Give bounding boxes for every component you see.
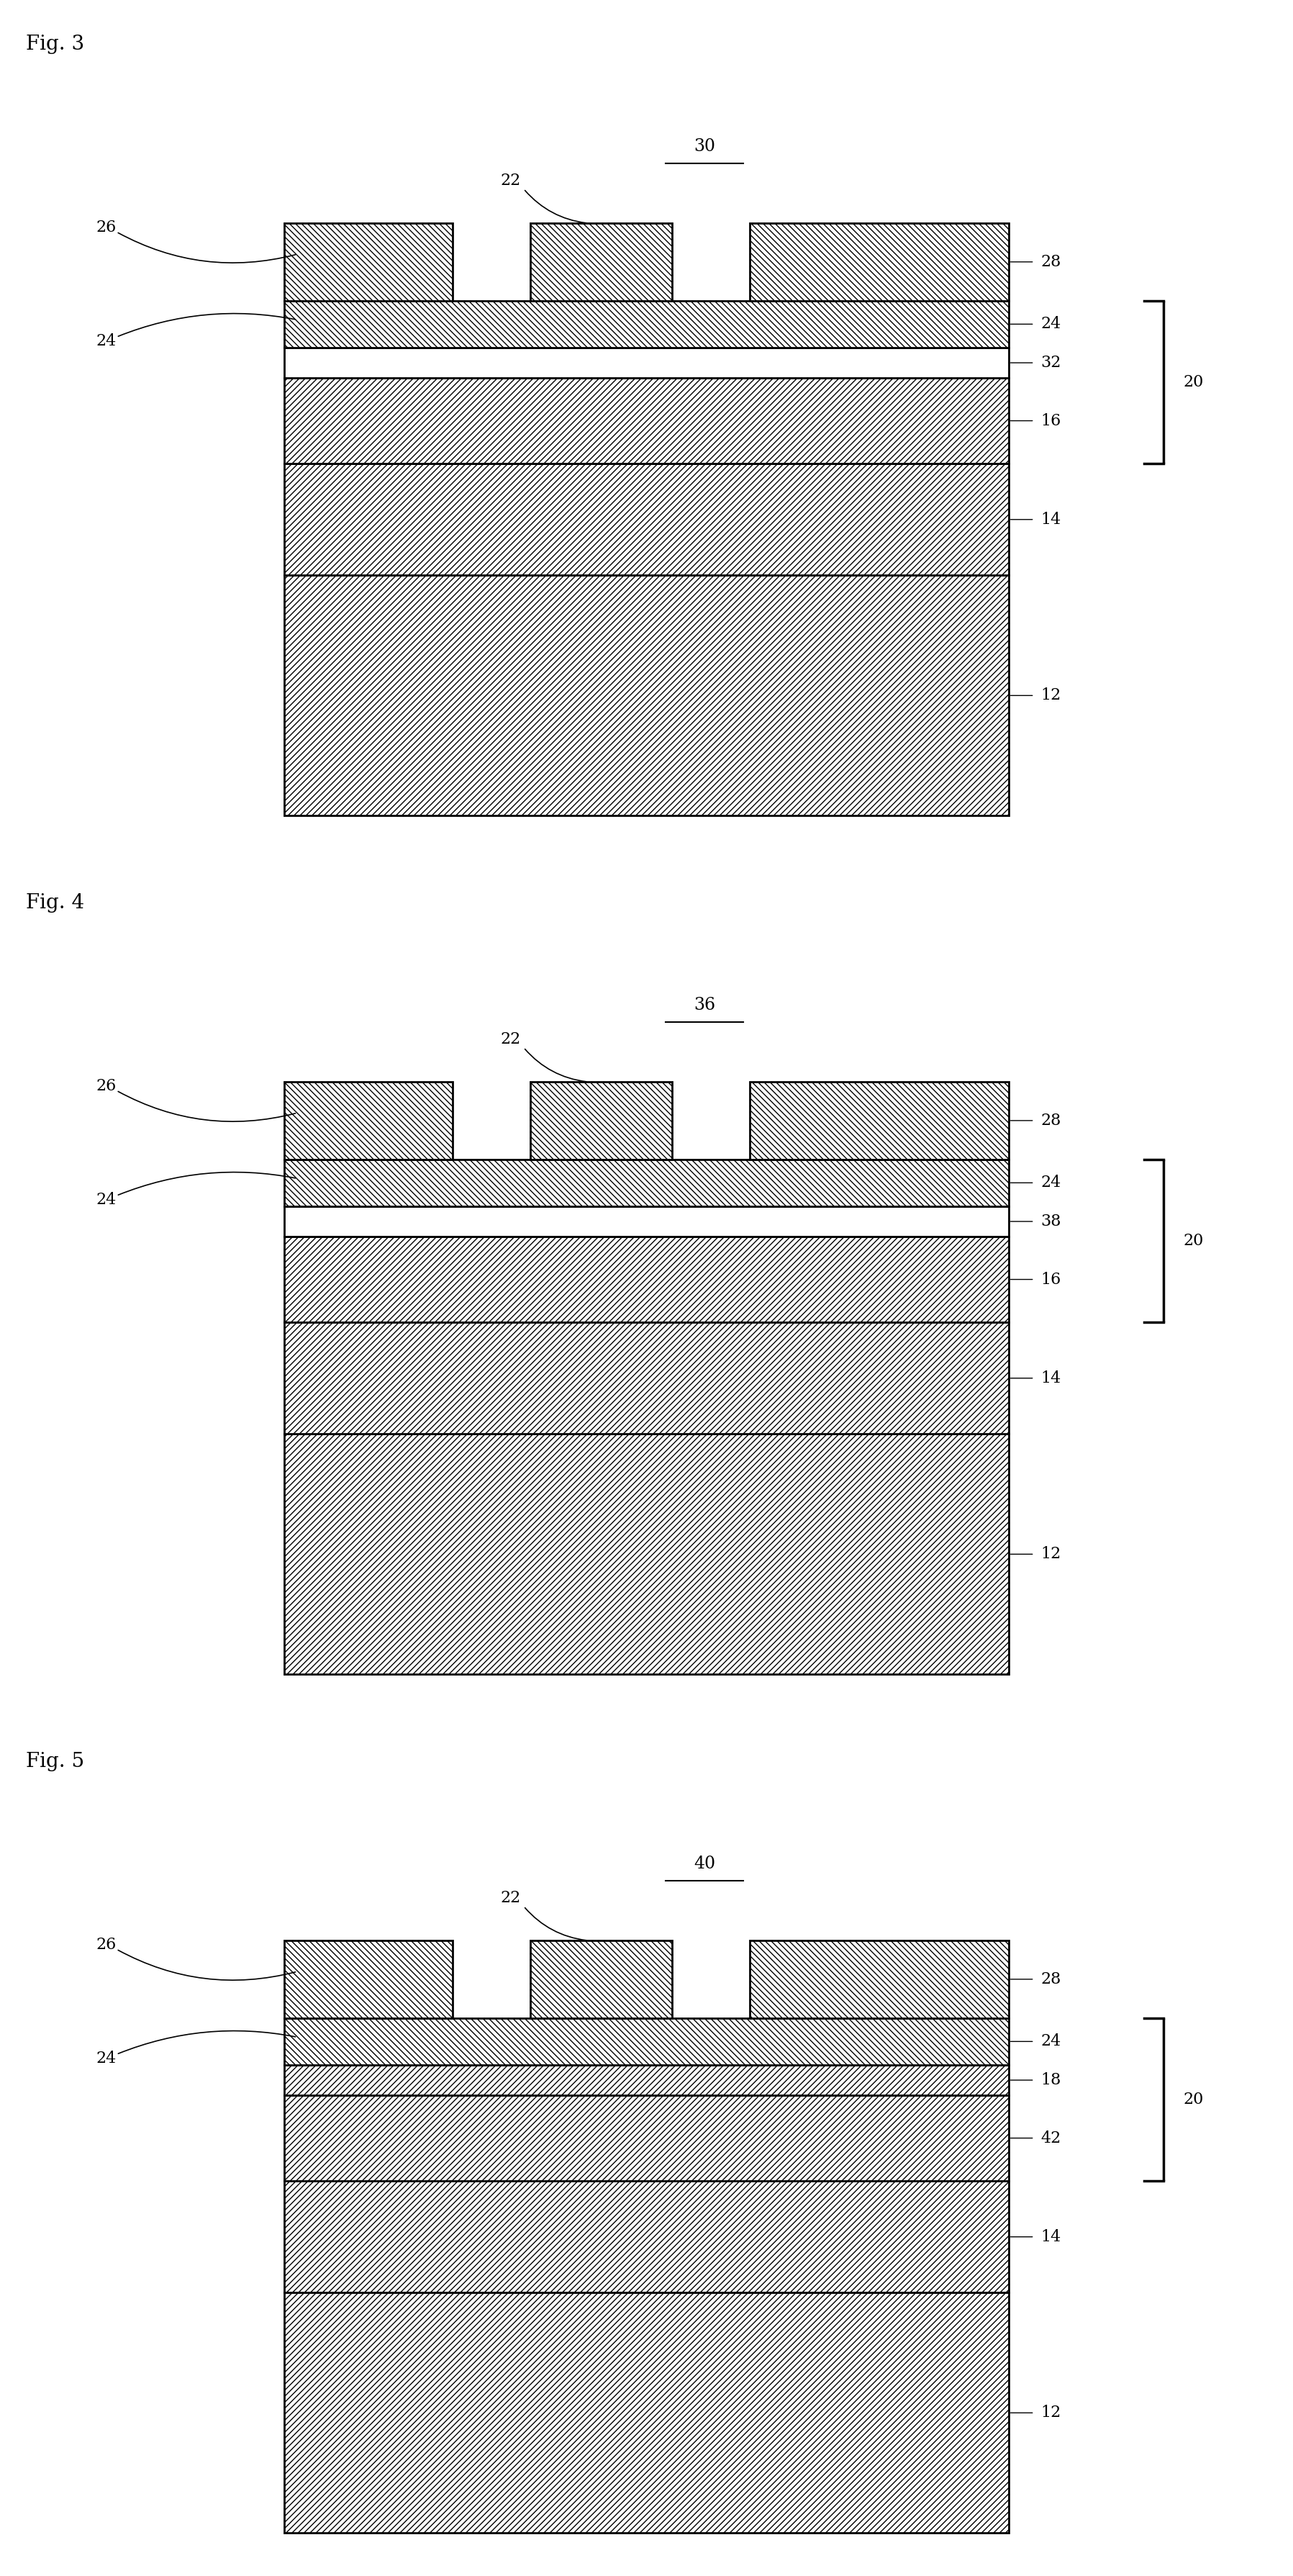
Text: 22: 22 (500, 173, 521, 188)
Text: 22: 22 (500, 1891, 521, 1906)
Bar (284, 574, 1009, 817)
Text: 12: 12 (1041, 688, 1062, 703)
Bar (284, 301, 1009, 348)
Text: 30: 30 (694, 139, 715, 155)
Bar (284, 464, 1009, 574)
Text: 24: 24 (96, 332, 116, 350)
Bar (530, 1940, 672, 2017)
Text: 22: 22 (500, 1030, 521, 1046)
Text: 12: 12 (1041, 2406, 1062, 2421)
Bar (284, 1159, 1009, 1206)
Text: 28: 28 (1041, 1971, 1062, 1986)
Text: 16: 16 (1041, 412, 1062, 428)
Bar (284, 2182, 1009, 2293)
Text: 20: 20 (1183, 374, 1204, 389)
Bar (284, 2293, 1009, 2532)
Text: 16: 16 (1041, 1273, 1062, 1288)
Bar (750, 224, 1009, 301)
Text: 14: 14 (1041, 1370, 1062, 1386)
Text: 24: 24 (1041, 2032, 1062, 2050)
Bar (284, 224, 453, 301)
Text: 24: 24 (1041, 317, 1062, 332)
Bar (284, 379, 1009, 464)
Text: 26: 26 (96, 219, 116, 234)
Text: 26: 26 (96, 1079, 116, 1095)
Bar (284, 1321, 1009, 1435)
Text: 18: 18 (1041, 2071, 1062, 2089)
Text: 32: 32 (1041, 355, 1062, 371)
Text: 20: 20 (1183, 2092, 1204, 2107)
Text: 28: 28 (1041, 1113, 1062, 1128)
Bar (750, 1082, 1009, 1159)
Text: 20: 20 (1183, 1234, 1204, 1249)
Bar (284, 1206, 1009, 1236)
Bar (284, 2017, 1009, 2066)
Bar (284, 1082, 453, 1159)
Text: 14: 14 (1041, 513, 1062, 528)
Text: 26: 26 (96, 1937, 116, 1953)
Text: Fig. 4: Fig. 4 (26, 894, 84, 912)
Bar (284, 1236, 1009, 1321)
Text: 24: 24 (96, 2050, 116, 2066)
Text: 42: 42 (1041, 2130, 1062, 2146)
Bar (284, 2094, 1009, 2182)
Text: 38: 38 (1041, 1213, 1062, 1229)
Text: 36: 36 (694, 997, 715, 1012)
Text: 28: 28 (1041, 255, 1062, 270)
Bar (284, 2066, 1009, 2094)
Bar (530, 224, 672, 301)
Text: Fig. 3: Fig. 3 (26, 33, 84, 54)
Bar (530, 1082, 672, 1159)
Bar (284, 1435, 1009, 1674)
Bar (284, 1940, 453, 2017)
Text: 24: 24 (96, 1193, 116, 1208)
Bar (750, 1940, 1009, 2017)
Text: 24: 24 (1041, 1175, 1062, 1190)
Bar (284, 348, 1009, 379)
Text: 40: 40 (694, 1855, 715, 1873)
Text: 12: 12 (1041, 1546, 1062, 1561)
Text: 14: 14 (1041, 2228, 1062, 2244)
Text: Fig. 5: Fig. 5 (26, 1752, 84, 1772)
